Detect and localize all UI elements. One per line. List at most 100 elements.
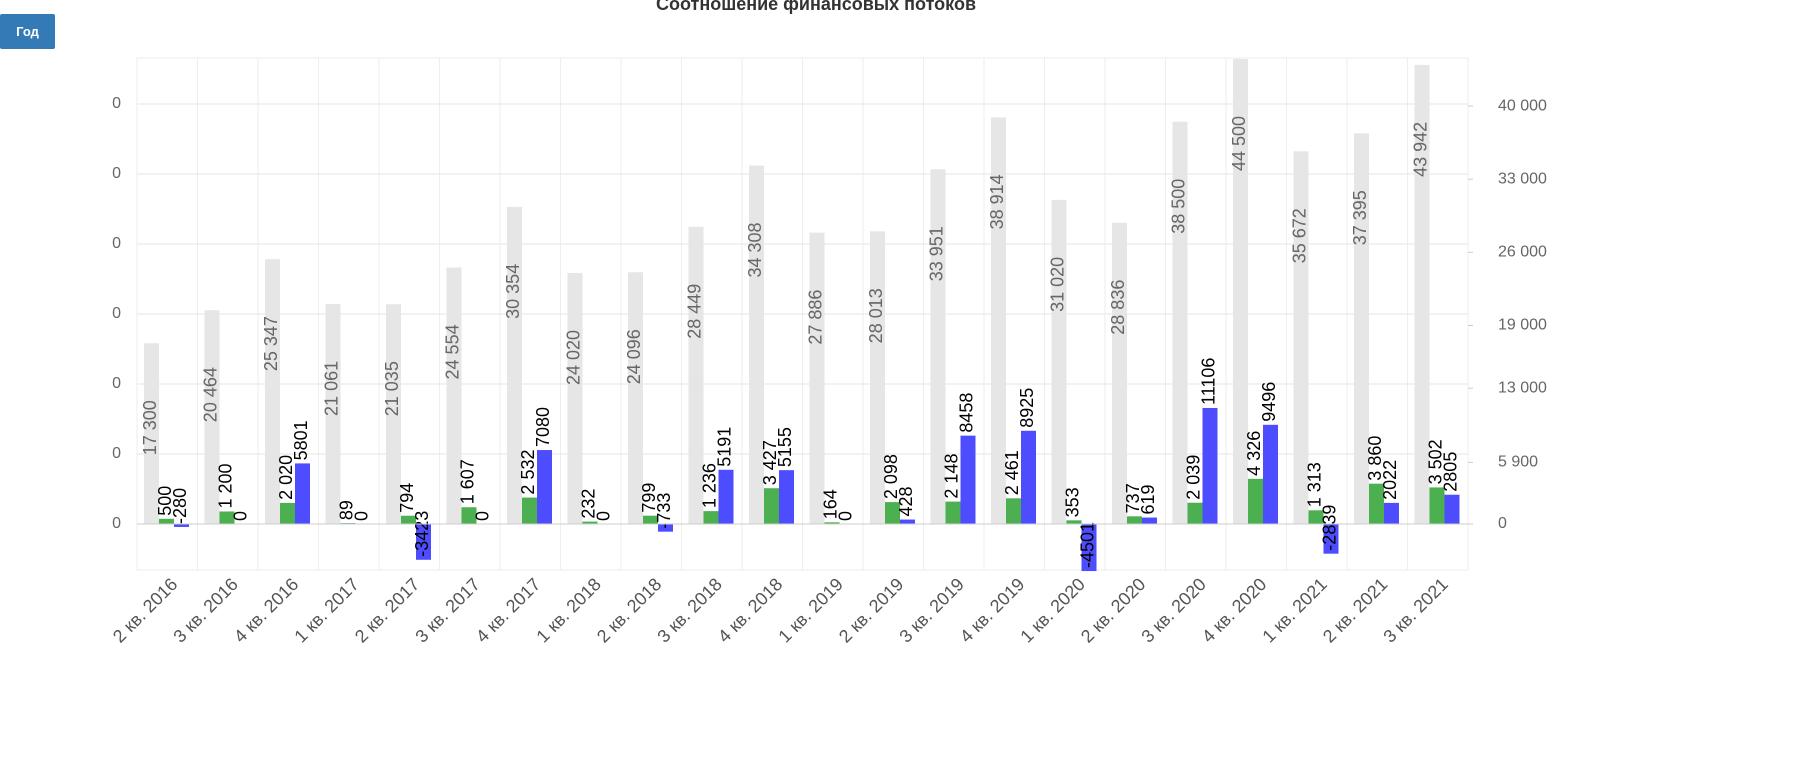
bar [567, 273, 583, 525]
bar [658, 524, 673, 532]
bar [507, 206, 522, 525]
bar [1369, 483, 1384, 525]
y2-tick-label: 40 000 [1498, 97, 1547, 114]
data-label: 8925 [1017, 388, 1037, 428]
data-label: 737 [1123, 483, 1143, 513]
bar [1414, 64, 1430, 525]
bar [325, 303, 341, 525]
bar [174, 524, 189, 527]
data-label: -3423 [412, 511, 432, 557]
data-label: 1 236 [700, 463, 720, 508]
x-tick-label: 4 кв. 2018 [714, 574, 786, 646]
bar [446, 267, 462, 525]
data-label: 28 449 [685, 284, 705, 339]
y2-tick-label: 13 000 [1498, 379, 1547, 396]
data-label: 33 951 [927, 226, 947, 281]
data-label: 24 554 [443, 324, 463, 379]
bar [1112, 222, 1127, 525]
bar [295, 463, 310, 525]
x-tick-label: 1 кв. 2019 [774, 574, 846, 646]
data-label: 28 013 [866, 288, 886, 343]
data-label: 0 [836, 511, 856, 521]
bar [1293, 151, 1309, 525]
x-tick-label: 4 кв. 2020 [1198, 574, 1270, 646]
data-label: 3 502 [1426, 439, 1446, 484]
y2-tick-label: 5 900 [1498, 454, 1538, 471]
bar [749, 165, 764, 525]
data-label: 38 914 [987, 174, 1007, 229]
bar [779, 470, 794, 525]
bar [204, 310, 220, 525]
bar [401, 515, 416, 525]
x-tick-label: 3 кв. 2016 [169, 574, 241, 646]
data-label: 2 461 [1002, 450, 1022, 495]
bar [1006, 498, 1021, 525]
data-label: 5801 [291, 420, 311, 460]
bar [1172, 121, 1188, 525]
y-tick-label: 0 [112, 375, 121, 392]
bar [809, 232, 825, 525]
data-label: 17 300 [140, 400, 160, 455]
data-label: 3 860 [1365, 436, 1385, 481]
x-tick-label: 4 кв. 2017 [472, 574, 544, 646]
data-label: 0 [352, 511, 372, 521]
bar [870, 231, 885, 525]
x-tick-label: 2 кв. 2020 [1077, 574, 1149, 646]
data-label: 28 836 [1108, 280, 1128, 335]
x-tick-label: 4 кв. 2016 [230, 574, 302, 646]
data-label: 21 061 [322, 361, 342, 416]
data-label: 500 [155, 486, 175, 516]
data-label: 43 942 [1411, 122, 1431, 177]
data-label: 31 020 [1048, 257, 1068, 312]
bar [386, 304, 401, 525]
bar [764, 488, 779, 525]
bar [522, 497, 537, 525]
bar [900, 519, 915, 525]
bar [991, 117, 1006, 525]
chart-title: Соотношение финансовых потоков [656, 0, 976, 14]
data-label: 232 [579, 489, 599, 519]
bar [159, 518, 174, 525]
x-tick-label: 1 кв. 2017 [290, 574, 362, 646]
data-label: 619 [1138, 485, 1158, 515]
bar [1142, 517, 1157, 525]
data-label: 5155 [775, 427, 795, 467]
x-tick-label: 2 кв. 2021 [1319, 574, 1391, 646]
data-label: 2 020 [276, 455, 296, 500]
data-label: 24 096 [624, 329, 644, 384]
y-tick-label: 0 [112, 515, 121, 532]
x-tick-label: 2 кв. 2019 [835, 574, 907, 646]
data-label: 24 020 [564, 330, 584, 385]
bar [1021, 430, 1036, 525]
bar [718, 469, 734, 525]
data-label: 35 672 [1290, 208, 1310, 263]
bar [1127, 516, 1142, 525]
y-tick-label: 0 [112, 445, 121, 462]
bar [930, 169, 946, 525]
x-tick-label: 4 кв. 2019 [956, 574, 1028, 646]
bar [703, 511, 719, 525]
data-label: 0 [594, 511, 614, 521]
bar [960, 435, 976, 525]
year-button[interactable]: Год [0, 14, 55, 49]
bar [688, 226, 704, 525]
y-tick-label: 0 [112, 235, 121, 252]
data-label: 44 500 [1229, 116, 1249, 171]
data-label: 799 [639, 483, 659, 513]
bar [1233, 59, 1248, 525]
bar [824, 522, 840, 525]
x-tick-label: 3 кв. 2018 [653, 574, 725, 646]
y2-tick-label: 33 000 [1498, 170, 1547, 187]
bar [1066, 520, 1082, 525]
x-tick-label: 1 кв. 2018 [532, 574, 604, 646]
data-label: -733 [654, 493, 674, 529]
data-label: 30 354 [503, 264, 523, 319]
bar [1248, 478, 1263, 525]
y2-tick-label: 0 [1498, 515, 1507, 532]
bar [1429, 487, 1445, 525]
bar [885, 502, 900, 525]
bar [537, 450, 552, 525]
y-tick-label: 0 [112, 305, 121, 322]
